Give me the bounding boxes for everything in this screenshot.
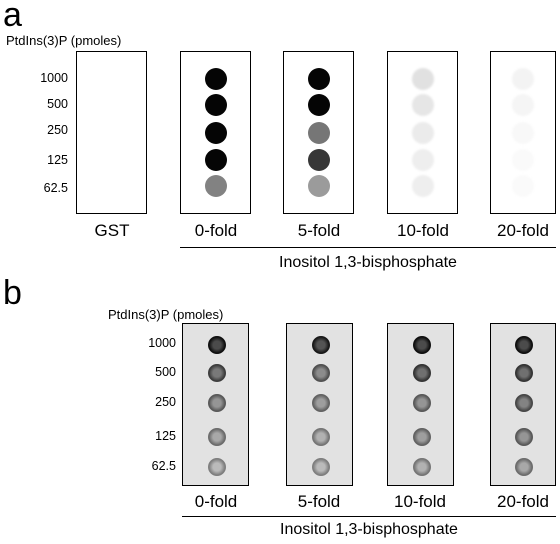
panel-a-dot-20-fold-125 [512, 149, 534, 171]
panel-b-amount-1000: 1000 [148, 336, 176, 350]
panel-a-lane-label-0-fold: 0-fold [194, 221, 238, 240]
panel-b-amount-500: 500 [155, 365, 176, 379]
panel-a-dot-20-fold-500 [512, 94, 534, 116]
panel-a-dot-5-fold-250 [307, 122, 330, 144]
panel-b-dot-20-fold-62.5 [515, 458, 533, 476]
panel-a-group-rule [180, 247, 556, 248]
panel-b-dot-0-fold-250 [207, 394, 226, 412]
panel-a-strip-20-fold [490, 51, 556, 214]
panel-b-lane-label-5-fold: 5-fold [297, 492, 341, 511]
panel-b-amount-250: 250 [155, 395, 176, 409]
panel-b-dot-0-fold-125 [207, 428, 226, 446]
panel-a-lane-label-10-fold: 10-fold [397, 221, 449, 240]
panel-b-dot-20-fold-125 [515, 428, 533, 446]
panel-a-dot-0-fold-500 [204, 94, 227, 116]
panel-b-dot-10-fold-1000 [412, 336, 431, 354]
panel-a-dot-10-fold-250 [411, 122, 434, 144]
panel-a-dot-0-fold-125 [204, 149, 227, 171]
panel-b-dot-10-fold-250 [412, 394, 431, 412]
panel-a-strip-5-fold [283, 51, 354, 214]
panel-b-dot-5-fold-1000 [311, 336, 330, 354]
panel-b-dot-20-fold-500 [515, 364, 533, 382]
panel-a-strip-0-fold [180, 51, 251, 214]
panel-b-lane-label-20-fold: 20-fold [497, 492, 549, 511]
panel-a-dot-5-fold-125 [307, 149, 330, 171]
panel-b-dot-20-fold-1000 [515, 336, 533, 354]
panel-a-dot-10-fold-62.5 [411, 175, 434, 197]
panel-a-dot-20-fold-250 [512, 122, 534, 144]
panel-a-unit-label: PtdIns(3)P (pmoles) [6, 33, 122, 48]
panel-a-lane-label-20-fold: 20-fold [497, 221, 549, 240]
panel-a-dot-5-fold-500 [307, 94, 330, 116]
panel-a-dot-0-fold-250 [204, 122, 227, 144]
panel-a-amount-125: 125 [47, 153, 68, 167]
panel-b-amount-62.5: 62.5 [151, 459, 176, 473]
panel-a-group-label: Inositol 1,3-bisphosphate [279, 254, 457, 271]
panel-b-strip-0-fold [182, 323, 249, 486]
panel-a-dot-5-fold-1000 [307, 68, 330, 90]
panel-b-dot-5-fold-250 [311, 394, 330, 412]
panel-b-lane-label-10-fold: 10-fold [394, 492, 446, 511]
panel-b-strip-10-fold [387, 323, 454, 486]
panel-b-dot-10-fold-62.5 [412, 458, 431, 476]
panel-a-dot-10-fold-500 [411, 94, 434, 116]
panel-b-group-rule [182, 516, 556, 517]
panel-a-dot-20-fold-62.5 [512, 175, 534, 197]
panel-a-amount-500: 500 [47, 97, 68, 111]
panel-a-amount-250: 250 [47, 123, 68, 137]
panel-b-dot-10-fold-125 [412, 428, 431, 446]
panel-a-strip-10-fold [387, 51, 458, 214]
panel-a-dot-10-fold-125 [411, 149, 434, 171]
panel-b-dot-0-fold-500 [207, 364, 226, 382]
panel-b-group-label: Inositol 1,3-bisphosphate [280, 521, 458, 538]
panel-b-dot-0-fold-1000 [207, 336, 226, 354]
panel-b-letter: b [3, 274, 22, 312]
panel-a-dot-5-fold-62.5 [307, 175, 330, 197]
panel-a-dot-20-fold-1000 [512, 68, 534, 90]
panel-b-dot-5-fold-62.5 [311, 458, 330, 476]
panel-a-amount-1000: 1000 [40, 71, 68, 85]
panel-a-strip-gst [76, 51, 147, 214]
panel-b-amount-125: 125 [155, 429, 176, 443]
panel-a-amount-62.5: 62.5 [43, 181, 68, 195]
panel-b-dot-20-fold-250 [515, 394, 533, 412]
panel-a-lane-label-gst: GST [94, 221, 130, 240]
panel-b-strip-20-fold [490, 323, 556, 486]
panel-b-lane-label-0-fold: 0-fold [194, 492, 238, 511]
panel-b-dot-0-fold-62.5 [207, 458, 226, 476]
panel-b-dot-10-fold-500 [412, 364, 431, 382]
panel-b-unit-label: PtdIns(3)P (pmoles) [108, 307, 224, 322]
panel-b-dot-5-fold-500 [311, 364, 330, 382]
panel-a-dot-10-fold-1000 [411, 68, 434, 90]
panel-b-strip-5-fold [286, 323, 353, 486]
panel-a-letter: a [3, 0, 22, 34]
panel-a-lane-label-5-fold: 5-fold [297, 221, 341, 240]
panel-b-dot-5-fold-125 [311, 428, 330, 446]
panel-a-dot-0-fold-62.5 [204, 175, 227, 197]
panel-a-dot-0-fold-1000 [204, 68, 227, 90]
